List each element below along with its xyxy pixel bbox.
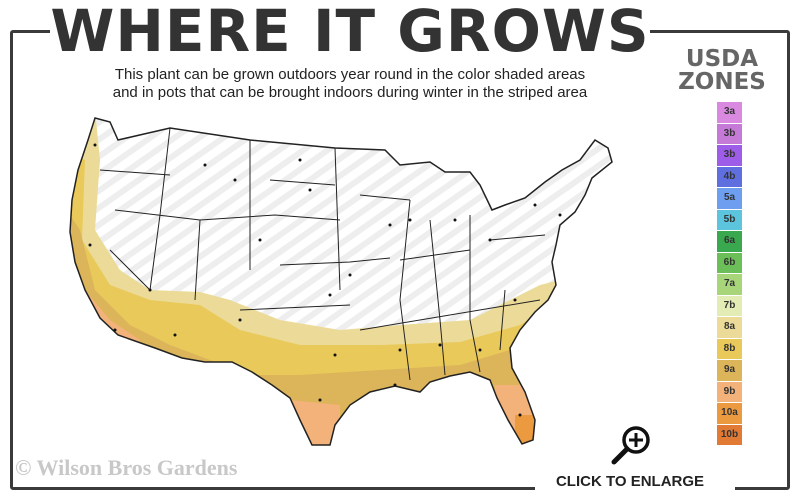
zone-swatch-4b: 4b: [717, 166, 742, 187]
zone-swatch-3a: 3a: [717, 102, 742, 123]
zone-swatch-3b: 3b: [717, 145, 742, 166]
usda-zone-legend: USDA ZONES 3a 3b 3b 4b 5a 5b 6a 6b 7a 7b 8a 8b 9a 9b 1…: [660, 40, 784, 460]
zone-swatch-10b: 10b: [717, 424, 742, 445]
zone-swatch-9b: 9b: [717, 381, 742, 402]
zone-swatch-3b: 3b: [717, 123, 742, 144]
zone-list: 3a 3b 3b 4b 5a 5b 6a 6b 7a 7b 8a 8b 9a 9b 10a 10b: [717, 102, 742, 446]
zone-swatch-7a: 7a: [717, 274, 742, 295]
zone-swatch-9a: 9a: [717, 360, 742, 381]
zone-swatch-7b: 7b: [717, 295, 742, 316]
subtitle-line-2: and in pots that can be brought indoors …: [112, 84, 588, 101]
click-to-enlarge-label: CLICK TO ENLARGE: [555, 473, 705, 490]
state-borders: [69, 117, 613, 446]
zone-swatch-10a: 10a: [717, 403, 742, 424]
page-subtitle: This plant can be grown outdoors year ro…: [40, 66, 660, 102]
subtitle-line-1: This plant can be grown outdoors year ro…: [114, 66, 586, 83]
city-dots: [88, 143, 562, 417]
legend-title-line-2: ZONES: [678, 69, 766, 95]
zone-swatch-6b: 6b: [717, 252, 742, 273]
click-to-enlarge-button[interactable]: CLICK TO ENLARGE: [535, 420, 735, 500]
zone-swatch-8a: 8a: [717, 317, 742, 338]
legend-title-line-1: USDA: [685, 46, 759, 72]
zone-swatch-5a: 5a: [717, 188, 742, 209]
zone-swatch-6a: 6a: [717, 231, 742, 252]
copyright-watermark: © Wilson Bros Gardens: [15, 455, 238, 480]
zone-swatch-5b: 5b: [717, 209, 742, 230]
legend-title: USDA ZONES: [660, 48, 784, 94]
page-title: WHERE IT GROWS: [50, 0, 650, 65]
zone-swatch-8b: 8b: [717, 338, 742, 359]
enlarge-background: [535, 470, 735, 500]
magnifier-plus-icon: [611, 426, 650, 465]
